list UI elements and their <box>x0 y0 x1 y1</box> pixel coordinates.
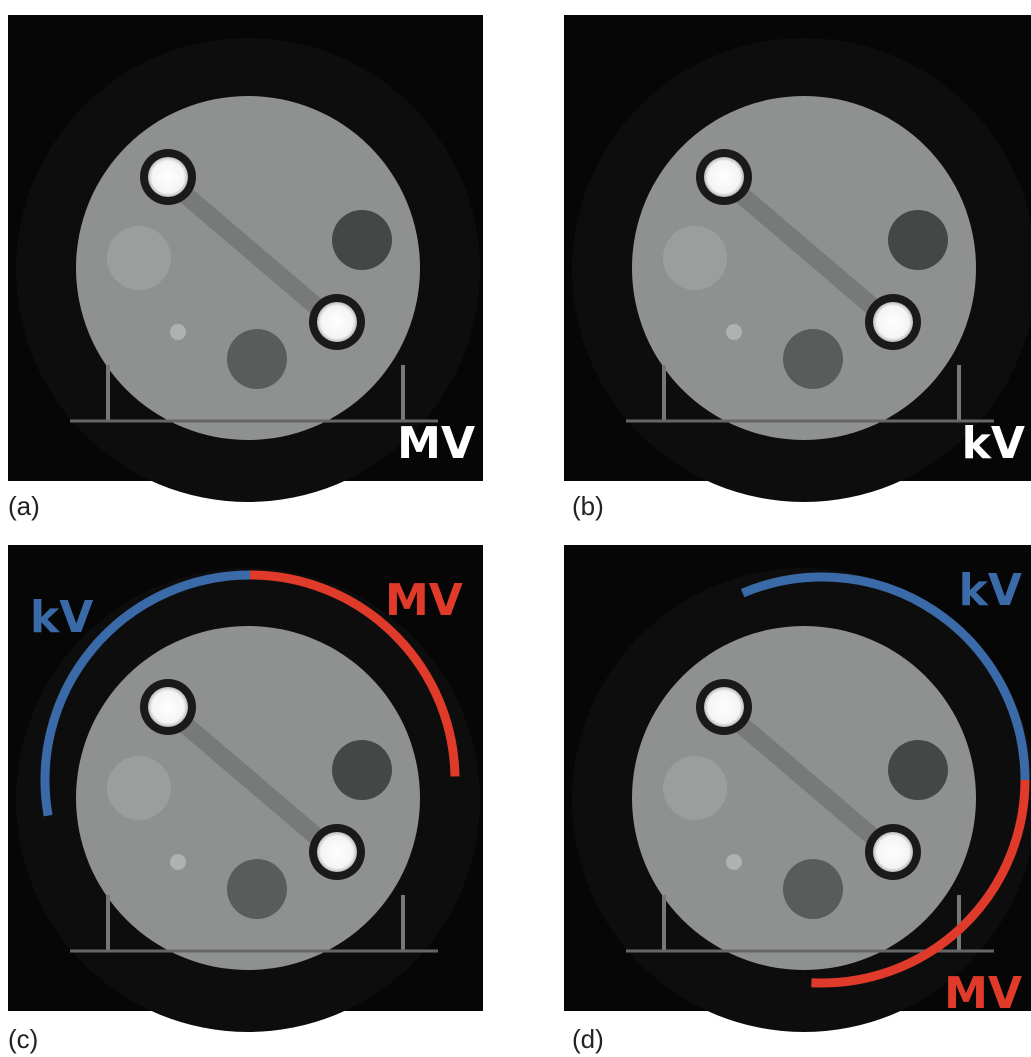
mode-tag: MV <box>944 968 1022 1019</box>
mode-tag: MV <box>385 575 463 626</box>
figure: (a) (b) (c) (d) MV kV kV MV kV MV <box>0 0 1031 1057</box>
mode-tag: MV <box>397 418 475 469</box>
panel-label: (b) <box>572 491 604 521</box>
ct-image <box>564 545 1031 1032</box>
panel-label: (c) <box>8 1024 38 1054</box>
mode-tag: kV <box>962 418 1025 469</box>
panel-label: (a) <box>8 491 40 521</box>
mode-tag: kV <box>30 592 93 643</box>
panel-label: (d) <box>572 1024 604 1054</box>
mode-tag: kV <box>959 565 1022 616</box>
page: {"panels": [ {"label": "(a)", "tags": ["… <box>0 0 1031 1057</box>
